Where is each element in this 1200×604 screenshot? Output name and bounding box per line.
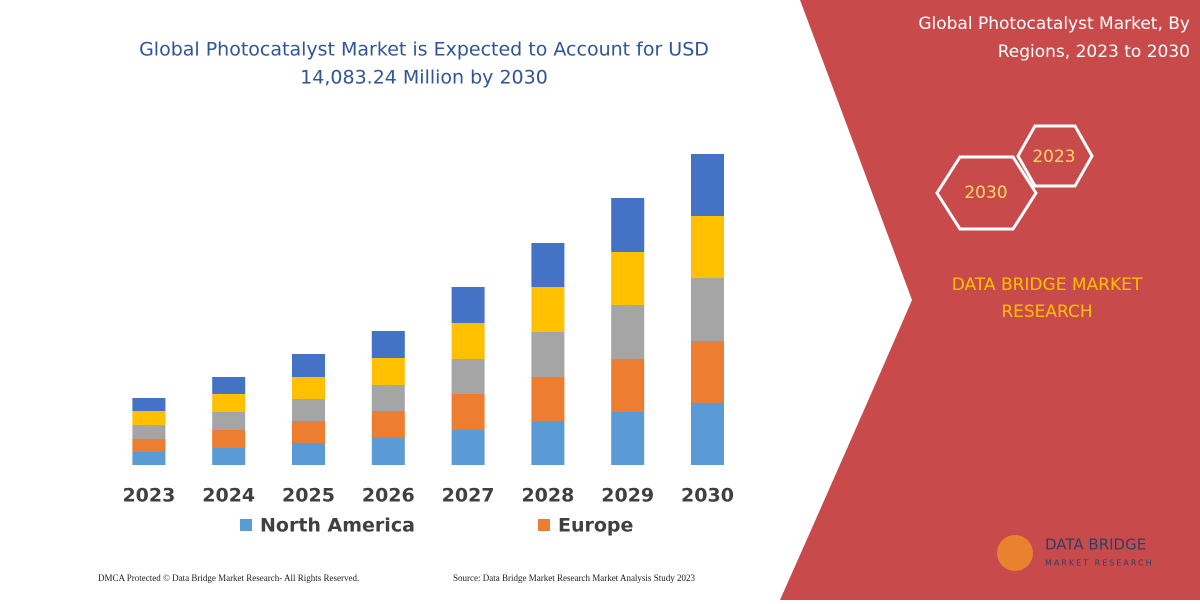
bar-segment [132,452,166,465]
bar-segment [691,278,724,341]
side-title: Global Photocatalyst Market, By [918,14,1190,34]
chart-title: Global Photocatalyst Market is Expected … [139,39,709,61]
x-tick-label: 2025 [282,485,335,507]
footer-left: DMCA Protected © Data Bridge Market Rese… [98,573,359,583]
x-tick-label: 2029 [601,485,654,507]
legend-label: North America [260,515,415,537]
x-tick-label: 2024 [202,485,255,507]
bar-segment [212,430,246,448]
bar-segment [531,377,565,421]
x-tick-label: 2023 [122,485,175,507]
bar-segment [212,412,246,430]
bar-segment [292,421,325,443]
bar-segment [132,411,166,425]
bar-segment [611,359,645,412]
bar-segment [531,332,565,377]
bar-segment [292,377,325,399]
bar-segment [212,394,246,412]
bar-segment [371,438,405,465]
logo-icon [997,535,1033,571]
chart-title: 14,083.24 Million by 2030 [300,67,548,89]
logo-text: DATA BRIDGE [1045,536,1146,554]
legend-swatch [538,519,550,531]
bar-segment [292,399,325,421]
bar-segment [451,359,485,394]
bar-segment [611,305,645,359]
bar-segment [611,252,645,305]
bar-segment [691,403,724,465]
bar-segment [292,354,325,377]
bar-segment [212,377,246,394]
brand-text: RESEARCH [1001,302,1092,322]
bar-segment [691,154,724,216]
brand-text: DATA BRIDGE MARKET [952,275,1143,295]
bar-segment [132,398,166,411]
bar-segment [531,243,565,287]
bar-segment [132,425,166,439]
bar-segment [611,412,645,465]
footer-right: Source: Data Bridge Market Research Mark… [453,573,695,583]
bar-segment [611,198,645,252]
legend-label: Europe [558,515,633,537]
bar-segment [691,216,724,278]
bar-segment [451,323,485,359]
bar-segment [371,331,405,358]
bar-segment [371,385,405,411]
side-title: Regions, 2023 to 2030 [998,42,1190,62]
x-tick-label: 2027 [442,485,495,507]
bar-segment [451,287,485,323]
bar-segment [371,358,405,385]
logo-text: MARKET RESEARCH [1045,559,1154,568]
bar-segment [531,287,565,332]
bar-segment [292,443,325,465]
x-tick-label: 2030 [681,485,734,507]
hex-label: 2023 [1032,147,1075,167]
side-panel-bg [780,0,1200,600]
hexagon [1016,124,1094,188]
bar-segment [451,430,485,465]
bar-segment [371,411,405,438]
x-tick-label: 2028 [521,485,574,507]
hex-label: 2030 [964,183,1007,203]
bar-segment [531,421,565,465]
hexagon [935,155,1038,231]
bar-segment [212,448,246,465]
bar-segment [691,341,724,403]
legend-swatch [240,519,252,531]
bar-segment [451,394,485,430]
bar-segment [132,439,166,452]
x-tick-label: 2026 [362,485,415,507]
